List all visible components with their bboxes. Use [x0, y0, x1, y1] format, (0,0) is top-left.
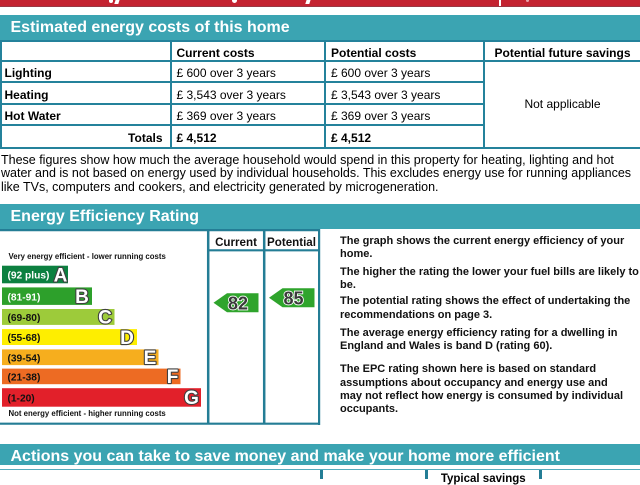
svg-text:Very energy efficient - lower: Very energy efficient - lower running co… [9, 251, 167, 260]
svg-text:Current: Current [215, 236, 257, 249]
svg-text:82: 82 [228, 293, 248, 313]
svg-text:C: C [98, 307, 112, 328]
svg-text:D: D [120, 327, 134, 348]
svg-text:E: E [144, 348, 157, 369]
svg-text:(21-38): (21-38) [8, 372, 41, 383]
svg-text:(39-54): (39-54) [8, 353, 41, 364]
svg-text:F: F [167, 367, 179, 388]
svg-text:G: G [184, 388, 199, 409]
svg-text:(69-80): (69-80) [8, 313, 41, 324]
svg-text:A: A [54, 265, 68, 286]
svg-text:(92 plus): (92 plus) [8, 270, 50, 281]
svg-text:(1-20): (1-20) [8, 393, 35, 404]
svg-text:85: 85 [283, 288, 303, 308]
svg-text:(55-68): (55-68) [8, 333, 41, 344]
svg-text:Potential: Potential [267, 236, 316, 249]
svg-text:Not energy efficient - higher: Not energy efficient - higher running co… [9, 409, 167, 418]
svg-text:B: B [75, 286, 89, 307]
svg-text:(81-91): (81-91) [8, 292, 41, 303]
